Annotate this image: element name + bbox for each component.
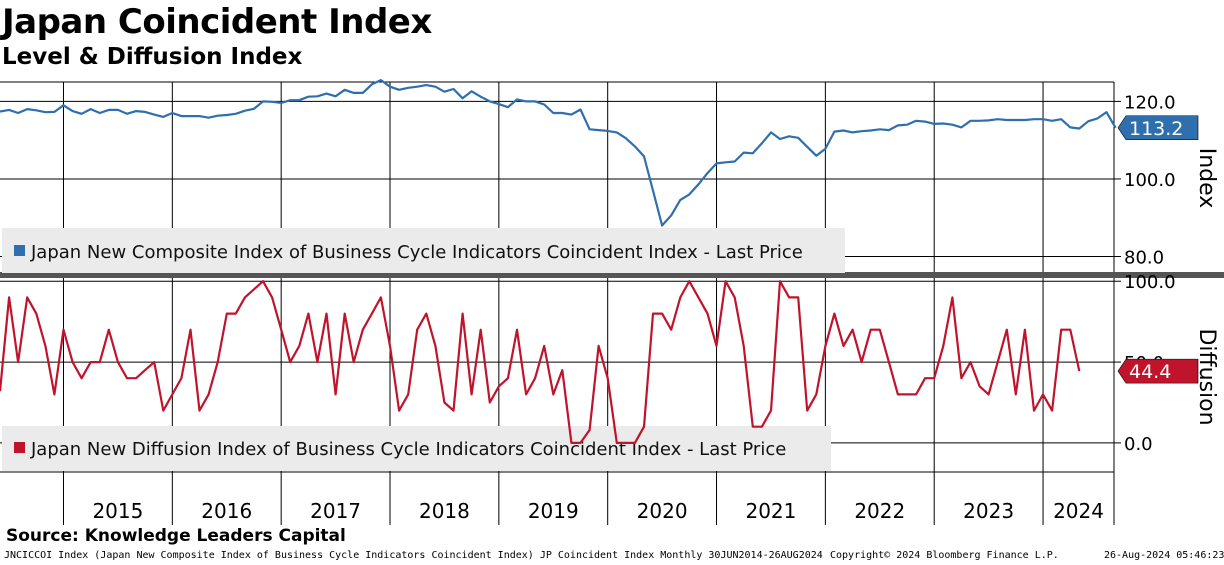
- panel-divider: [0, 272, 1224, 278]
- diffusion-tick-label-2: 100.0: [1124, 272, 1176, 293]
- year-label-2018: 2018: [419, 499, 470, 523]
- chart-subtitle: Level & Diffusion Index: [2, 44, 303, 70]
- diffusion-last-value-label: 44.4: [1129, 361, 1171, 383]
- index-tick-label-0: 80.0: [1124, 247, 1164, 268]
- diffusion-legend-box: [2, 426, 831, 471]
- source-note: Source: Knowledge Leaders Capital: [6, 526, 346, 546]
- index-last-value-box: [1117, 115, 1199, 141]
- index-tick-label-1: 100.0: [1124, 170, 1176, 191]
- index-legend-label: Japan New Composite Index of Business Cy…: [30, 242, 803, 263]
- diffusion-last-value-box: [1117, 358, 1199, 384]
- chart-title: Japan Coincident Index: [2, 2, 432, 42]
- year-label-2024: 2024: [1053, 499, 1104, 523]
- year-label-2023: 2023: [963, 499, 1014, 523]
- footer-description: JNCICCOI Index (Japan New Composite Inde…: [4, 550, 823, 561]
- index-legend-box: [2, 228, 845, 273]
- footer-copyright: Copyright© 2024 Bloomberg Finance L.P.: [830, 550, 1059, 561]
- diffusion-tick-label-0: 0.0: [1124, 434, 1153, 455]
- diffusion-series-line: [0, 280, 1081, 444]
- index-axis-title: Index: [1194, 148, 1219, 209]
- diffusion-legend-label: Japan New Diffusion Index of Business Cy…: [30, 439, 786, 460]
- year-label-2021: 2021: [745, 499, 796, 523]
- diffusion-legend-swatch: [14, 442, 25, 453]
- year-label-2020: 2020: [637, 499, 688, 523]
- index-legend-swatch: [14, 245, 25, 256]
- year-label-2015: 2015: [92, 499, 143, 523]
- index-series-line: [0, 78, 1117, 227]
- year-label-2019: 2019: [528, 499, 579, 523]
- index-tick-label-2: 120.0: [1124, 92, 1176, 113]
- footer-timestamp: 26-Aug-2024 05:46:23: [1104, 550, 1224, 561]
- year-label-2022: 2022: [854, 499, 905, 523]
- year-label-2017: 2017: [310, 499, 361, 523]
- year-label-2016: 2016: [201, 499, 252, 523]
- index-last-value-label: 113.2: [1129, 118, 1183, 140]
